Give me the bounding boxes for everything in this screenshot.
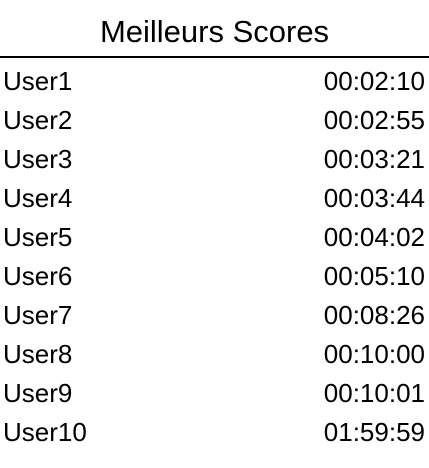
score-row: User4 00:03:44 (0, 179, 429, 218)
score-user: User1 (3, 66, 73, 96)
score-time: 00:02:10 (323, 66, 425, 96)
scores-list: User1 00:02:10 User2 00:02:55 User3 00:0… (0, 62, 429, 452)
score-time: 00:04:02 (323, 222, 425, 252)
score-user: User2 (3, 105, 73, 135)
score-time: 00:10:01 (323, 378, 425, 408)
score-row: User1 00:02:10 (0, 62, 429, 101)
score-row: User10 01:59:59 (0, 413, 429, 452)
score-time: 00:10:00 (323, 339, 425, 369)
score-row: User6 00:05:10 (0, 257, 429, 296)
score-user: User10 (3, 417, 87, 447)
score-time: 00:02:55 (323, 105, 425, 135)
score-time: 00:03:44 (323, 183, 425, 213)
score-user: User6 (3, 261, 73, 291)
score-row: User5 00:04:02 (0, 218, 429, 257)
score-user: User4 (3, 183, 73, 213)
score-time: 00:05:10 (323, 261, 425, 291)
score-user: User5 (3, 222, 73, 252)
score-user: User3 (3, 144, 73, 174)
score-row: User2 00:02:55 (0, 101, 429, 140)
score-row: User8 00:10:00 (0, 335, 429, 374)
page-title: Meilleurs Scores (99, 14, 330, 49)
score-row: User3 00:03:21 (0, 140, 429, 179)
score-time: 00:03:21 (323, 144, 425, 174)
score-row: User9 00:10:01 (0, 374, 429, 413)
score-user: User8 (3, 339, 73, 369)
score-time: 01:59:59 (323, 417, 425, 447)
score-row: User7 00:08:26 (0, 296, 429, 335)
score-user: User7 (3, 300, 73, 330)
score-user: User9 (3, 378, 73, 408)
score-time: 00:08:26 (323, 300, 425, 330)
title-divider (0, 56, 429, 58)
